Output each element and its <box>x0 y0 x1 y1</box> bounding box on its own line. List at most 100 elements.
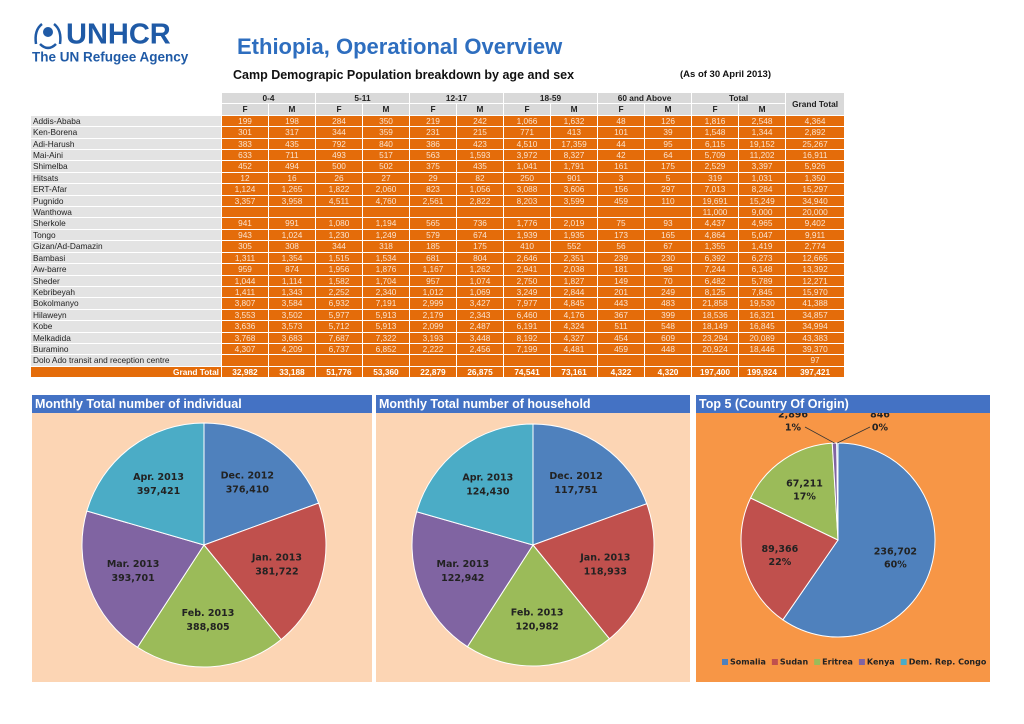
pie-slice <box>532 503 655 640</box>
cell: 2,343 <box>457 309 504 321</box>
cell: 563 <box>410 150 456 161</box>
cell: 6,852 <box>363 343 409 355</box>
cell: 4,364 <box>786 115 845 127</box>
data-row: Bambasi 1,311 1,354 1,515 1,534 681 804 2,646 2,… <box>31 252 845 264</box>
empty-cell <box>222 207 268 218</box>
cell: 2,351 <box>551 252 598 264</box>
cell: 375 <box>410 161 456 172</box>
cell: 97 <box>786 355 845 366</box>
total-cell: 73,161 <box>551 366 598 378</box>
slice-label: Jan. 2013 <box>579 552 630 563</box>
cell: 350 <box>363 115 409 127</box>
cell: 39 <box>645 127 692 138</box>
cell: 43,383 <box>786 332 845 343</box>
cell: 12 <box>222 172 268 184</box>
total-cell: 53,360 <box>363 366 409 378</box>
cell: 185 <box>410 241 456 252</box>
total-cell: 397,421 <box>786 366 845 378</box>
pie-slice <box>416 423 534 546</box>
cell: 502 <box>363 161 409 172</box>
cell: 19,152 <box>739 138 786 150</box>
cell: 399 <box>645 309 692 321</box>
cell: 609 <box>645 332 692 343</box>
empty-cell <box>739 355 786 366</box>
legend-label: Dem. Rep. Congo <box>909 658 987 667</box>
cell: 681 <box>410 252 456 264</box>
empty-cell <box>598 207 645 218</box>
logo: UNHCR The UN Refugee Agency <box>32 19 189 65</box>
value-label: 376,410 <box>226 485 270 496</box>
empty-cell <box>363 355 409 366</box>
data-row: Sheder 1,044 1,114 1,582 1,704 957 1,074 2,750 1… <box>31 275 845 286</box>
percent-label: 60% <box>884 559 907 570</box>
cell: 1,704 <box>363 275 409 286</box>
cell: 413 <box>551 127 598 138</box>
camp-name: Shimelba <box>31 161 221 172</box>
subtitle: Camp Demograpic Population breakdown by … <box>233 68 575 82</box>
legend-swatch <box>722 659 728 665</box>
legend-label: Kenya <box>867 658 895 667</box>
sex-header: F <box>504 104 551 115</box>
cell: 5,709 <box>692 150 739 161</box>
cell: 1,044 <box>222 275 268 286</box>
data-row: ERT-Afar 1,124 1,265 1,822 2,060 823 1,056 3,08… <box>31 184 845 195</box>
pie-chart: Dec. 2012 117,751 Jan. 2013 118,933 Feb. 201… <box>411 423 655 667</box>
cell: 317 <box>269 127 315 138</box>
total-cell: 22,879 <box>410 366 456 378</box>
cell: 8,125 <box>692 286 739 298</box>
cell: 736 <box>457 218 504 229</box>
empty-cell <box>269 355 315 366</box>
cell: 16,845 <box>739 321 786 332</box>
chart-title: Monthly Total number of individual <box>32 395 372 413</box>
cell: 25,267 <box>786 138 845 150</box>
cell: 957 <box>410 275 456 286</box>
chart-title: Top 5 (Country Of Origin) <box>696 395 990 413</box>
cell: 5,926 <box>786 161 845 172</box>
legend-swatch <box>771 659 778 665</box>
cell: 3,088 <box>504 184 551 195</box>
cell: 242 <box>457 115 504 127</box>
group-header: Total <box>692 93 786 104</box>
total-row: Grand Total 32,982 33,188 51,776 53,360 22,87… <box>31 366 845 378</box>
cell: 198 <box>269 115 315 127</box>
camp-name: Bokolmanyo <box>31 298 221 309</box>
legend-label: Eritrea <box>822 658 853 667</box>
cell: 6,148 <box>739 264 786 275</box>
cell: 6,115 <box>692 138 739 150</box>
legend-swatch <box>858 659 865 665</box>
cell: 7,977 <box>504 298 551 309</box>
data-row: Gizan/Ad-Damazin 305 308 344 318 185 175 410 552… <box>31 241 845 252</box>
cell: 318 <box>363 241 409 252</box>
cell: 1,344 <box>739 127 786 138</box>
date-note: (As of 30 April 2013) <box>680 69 771 80</box>
cell: 359 <box>363 127 409 138</box>
value-label: 122,942 <box>441 573 484 584</box>
cell: 1,939 <box>504 229 551 241</box>
logo-emblem <box>34 23 62 50</box>
cell: 7,322 <box>363 332 409 343</box>
cell: 674 <box>457 229 504 241</box>
cell: 4,481 <box>551 343 598 355</box>
empty-cell <box>410 355 456 366</box>
value-label: 67,211 <box>786 479 823 490</box>
cell: 230 <box>645 252 692 264</box>
cell: 459 <box>598 343 645 355</box>
camp-name: Aw-barre <box>31 264 221 275</box>
cell: 215 <box>457 127 504 138</box>
cell: 1,024 <box>269 229 315 241</box>
pie-slice <box>411 511 534 648</box>
cell: 156 <box>598 184 645 195</box>
cell: 9,402 <box>786 218 845 229</box>
cell: 82 <box>457 172 504 184</box>
cell: 15,249 <box>739 195 786 207</box>
cell: 110 <box>645 195 692 207</box>
cell: 16,321 <box>739 309 786 321</box>
cell: 7,244 <box>692 264 739 275</box>
sex-header: F <box>410 104 456 115</box>
cell: 64 <box>645 150 692 161</box>
cell: 8,192 <box>504 332 551 343</box>
camp-name: Gizan/Ad-Damazin <box>31 241 221 252</box>
camp-name: Adi-Harush <box>31 138 221 150</box>
sex-header: M <box>269 104 315 115</box>
